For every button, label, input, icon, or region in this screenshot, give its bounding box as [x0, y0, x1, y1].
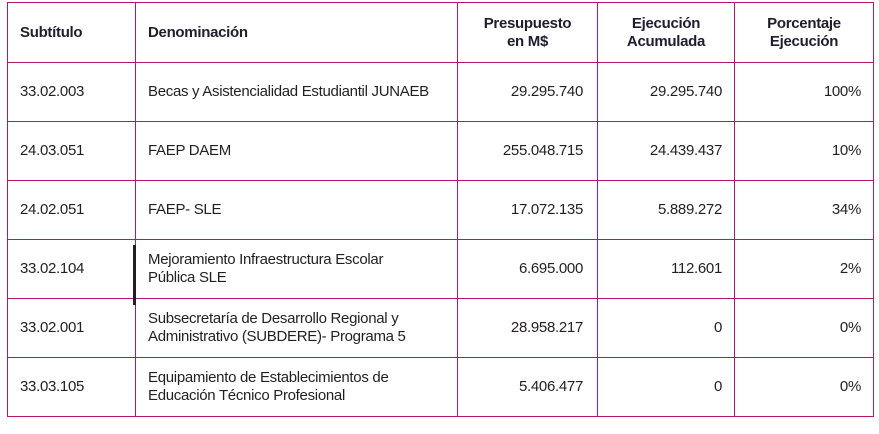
denominacion-line2: Pública SLE — [148, 269, 227, 286]
cell-subtitulo: 24.02.051 — [7, 180, 136, 240]
header-ejecucion: Ejecución Acumulada — [597, 2, 735, 63]
cell-presupuesto: 255.048.715 — [457, 121, 598, 181]
cell-denominacion: Becas y Asistencialidad Estudiantil JUNA… — [135, 62, 458, 122]
cell-ejecucion: 5.889.272 — [597, 180, 735, 240]
table-row: 24.03.051 FAEP DAEM 255.048.715 24.439.4… — [7, 121, 874, 181]
denominacion-line1: Mejoramiento Infraestructura Escolar — [148, 251, 384, 268]
cell-denominacion: Equipamiento de Establecimientos de Educ… — [135, 357, 458, 417]
cell-porcentaje: 0% — [734, 298, 874, 358]
cell-denominacion: FAEP- SLE — [135, 180, 458, 240]
cell-presupuesto: 6.695.000 — [457, 239, 598, 299]
text-cursor-marker — [133, 245, 136, 305]
header-subtitulo: Subtítulo — [7, 2, 136, 63]
cell-denominacion: Mejoramiento Infraestructura Escolar Púb… — [135, 239, 458, 299]
table-row: 33.03.105 Equipamiento de Establecimient… — [7, 357, 874, 417]
cell-porcentaje: 34% — [734, 180, 874, 240]
denominacion-line2: Administrativo (SUBDERE)- Programa 5 — [148, 328, 406, 345]
table-row: 24.02.051 FAEP- SLE 17.072.135 5.889.272… — [7, 180, 874, 240]
cell-ejecucion: 0 — [597, 357, 735, 417]
table-row: 33.02.001 Subsecretaría de Desarrollo Re… — [7, 298, 874, 358]
table-header-row: Subtítulo Denominación Presupuesto en M$… — [7, 2, 874, 63]
cell-ejecucion: 29.295.740 — [597, 62, 735, 122]
denominacion-line1: Becas y Asistencialidad Estudiantil JUNA… — [148, 83, 429, 100]
cell-ejecucion: 112.601 — [597, 239, 735, 299]
cell-denominacion: FAEP DAEM — [135, 121, 458, 181]
cell-presupuesto: 17.072.135 — [457, 180, 598, 240]
denominacion-line1: FAEP- SLE — [148, 201, 222, 218]
cell-porcentaje: 2% — [734, 239, 874, 299]
denominacion-line1: Equipamiento de Establecimientos de — [148, 369, 389, 386]
header-ejecucion-line2: Acumulada — [626, 32, 706, 50]
denominacion-line1: Subsecretaría de Desarrollo Regional y — [148, 310, 399, 327]
cell-subtitulo: 33.02.003 — [7, 62, 136, 122]
header-porcentaje-line2: Ejecución — [769, 32, 839, 50]
cell-porcentaje: 0% — [734, 357, 874, 417]
denominacion-line2: Educación Técnico Profesional — [148, 387, 345, 404]
header-presupuesto-line2: en M$ — [506, 32, 548, 50]
header-denominacion-label: Denominación — [148, 23, 248, 41]
cell-denominacion: Subsecretaría de Desarrollo Regional y A… — [135, 298, 458, 358]
header-presupuesto: Presupuesto en M$ — [457, 2, 598, 63]
budget-execution-table: Subtítulo Denominación Presupuesto en M$… — [7, 2, 874, 417]
cell-porcentaje: 10% — [734, 121, 874, 181]
cell-ejecucion: 0 — [597, 298, 735, 358]
denominacion-line1: FAEP DAEM — [148, 142, 231, 159]
table-row: 33.02.104 Mejoramiento Infraestructura E… — [7, 239, 874, 299]
header-denominacion: Denominación — [135, 2, 458, 63]
table-row: 33.02.003 Becas y Asistencialidad Estudi… — [7, 62, 874, 122]
cell-presupuesto: 29.295.740 — [457, 62, 598, 122]
cell-ejecucion: 24.439.437 — [597, 121, 735, 181]
cell-porcentaje: 100% — [734, 62, 874, 122]
cell-subtitulo: 33.02.104 — [7, 239, 136, 299]
header-porcentaje: Porcentaje Ejecución — [734, 2, 874, 63]
cell-subtitulo: 33.03.105 — [7, 357, 136, 417]
header-ejecucion-line1: Ejecución — [631, 14, 701, 32]
header-porcentaje-line1: Porcentaje — [767, 14, 841, 32]
cell-presupuesto: 5.406.477 — [457, 357, 598, 417]
header-subtitulo-label: Subtítulo — [20, 23, 83, 41]
cell-subtitulo: 33.02.001 — [7, 298, 136, 358]
cell-subtitulo: 24.03.051 — [7, 121, 136, 181]
header-presupuesto-line1: Presupuesto — [483, 14, 572, 32]
cell-presupuesto: 28.958.217 — [457, 298, 598, 358]
